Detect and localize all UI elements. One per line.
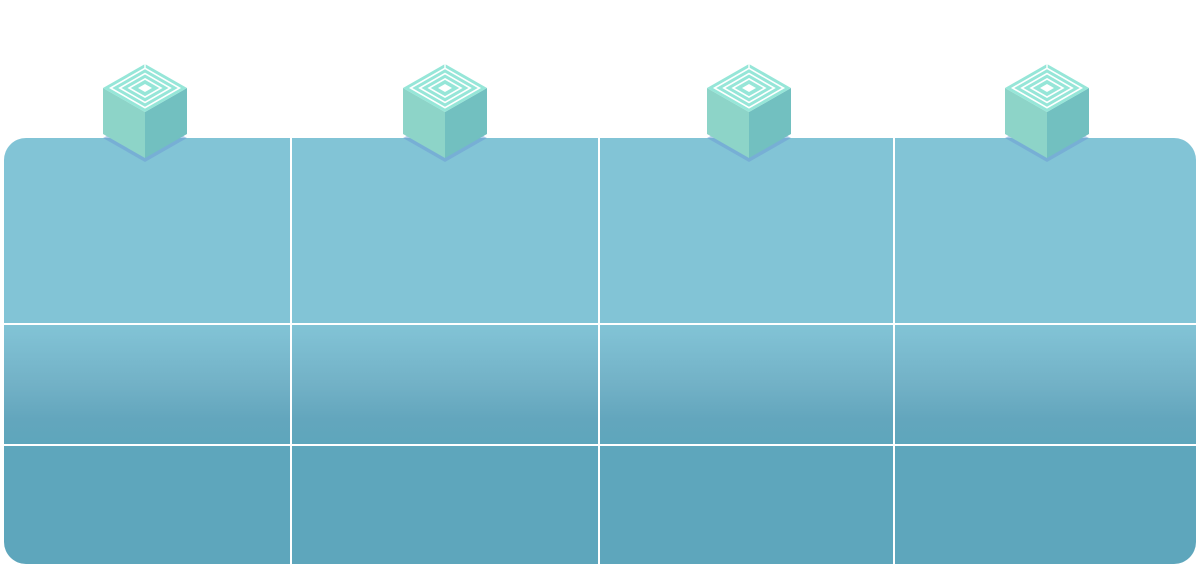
cube-icon [705, 60, 793, 162]
table-cell [292, 446, 598, 564]
cube-icon [101, 60, 189, 162]
table-panel [4, 138, 1196, 564]
cube-icon [1003, 60, 1091, 162]
table-cell [4, 446, 290, 564]
table-cell [895, 325, 1196, 444]
table-cell [600, 138, 893, 323]
table-cell [895, 446, 1196, 564]
row-divider [4, 444, 1196, 446]
table-cell [895, 138, 1196, 323]
table-cell [600, 446, 893, 564]
table-cell [292, 138, 598, 323]
column-divider [290, 138, 292, 564]
cube-icon [401, 60, 489, 162]
column-divider [893, 138, 895, 564]
row-divider [4, 323, 1196, 325]
table-cell [600, 325, 893, 444]
table-cell [4, 138, 290, 323]
table-cell [292, 325, 598, 444]
column-divider [598, 138, 600, 564]
table-cell [4, 325, 290, 444]
